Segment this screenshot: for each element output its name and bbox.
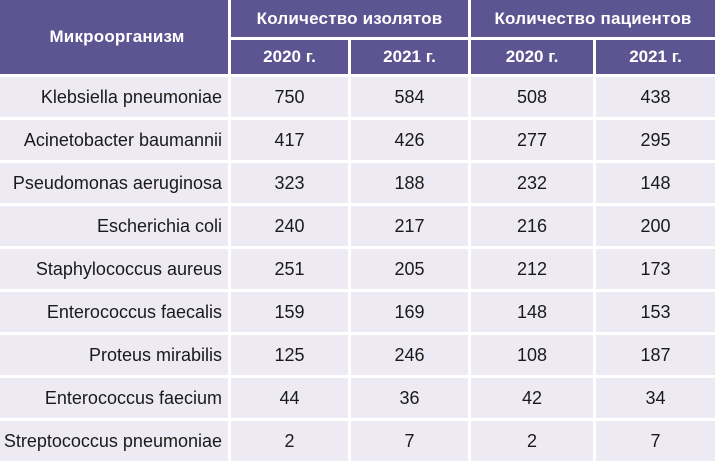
patients-2021: 438 <box>596 77 715 117</box>
organism-name: Proteus mirabilis <box>0 335 228 375</box>
patients-2021: 187 <box>596 335 715 375</box>
header-year-patients-2020: 2020 г. <box>471 40 594 74</box>
patients-2021: 34 <box>596 378 715 418</box>
header-row-years: 2020 г. 2021 г. 2020 г. 2021 г. <box>0 40 715 74</box>
organism-name: Enterococcus faecium <box>0 378 228 418</box>
isolates-2020: 323 <box>231 163 348 203</box>
isolates-2021: 584 <box>351 77 469 117</box>
patients-2021: 295 <box>596 120 715 160</box>
isolates-2021: 188 <box>351 163 469 203</box>
table-body: Klebsiella pneumoniae 750 584 508 438 Ac… <box>0 77 715 461</box>
table-header: Микроорганизм Количество изолятов Количе… <box>0 0 715 74</box>
header-organism: Микроорганизм <box>0 0 228 74</box>
organism-name: Enterococcus faecalis <box>0 292 228 332</box>
header-year-isolates-2020: 2020 г. <box>231 40 348 74</box>
isolates-2020: 44 <box>231 378 348 418</box>
table-row: Klebsiella pneumoniae 750 584 508 438 <box>0 77 715 117</box>
organism-name: Pseudomonas aeruginosa <box>0 163 228 203</box>
organism-name: Escherichia coli <box>0 206 228 246</box>
patients-2020: 232 <box>471 163 594 203</box>
table-row: Streptococcus pneumoniae 2 7 2 7 <box>0 421 715 461</box>
patients-2020: 508 <box>471 77 594 117</box>
isolates-2020: 125 <box>231 335 348 375</box>
patients-2021: 200 <box>596 206 715 246</box>
header-row-groups: Микроорганизм Количество изолятов Количе… <box>0 0 715 74</box>
patients-2021: 148 <box>596 163 715 203</box>
patients-2020: 2 <box>471 421 594 461</box>
isolates-2020: 159 <box>231 292 348 332</box>
organism-name: Acinetobacter baumannii <box>0 120 228 160</box>
patients-2020: 42 <box>471 378 594 418</box>
organism-name: Streptococcus pneumoniae <box>0 421 228 461</box>
isolates-2021: 36 <box>351 378 469 418</box>
isolates-2021: 205 <box>351 249 469 289</box>
table-row: Enterococcus faecalis 159 169 148 153 <box>0 292 715 332</box>
organism-name: Klebsiella pneumoniae <box>0 77 228 117</box>
patients-2020: 108 <box>471 335 594 375</box>
isolates-2021: 217 <box>351 206 469 246</box>
patients-2021: 173 <box>596 249 715 289</box>
header-year-patients-2021: 2021 г. <box>596 40 715 74</box>
isolates-2021: 426 <box>351 120 469 160</box>
patients-2020: 148 <box>471 292 594 332</box>
isolates-2020: 417 <box>231 120 348 160</box>
patients-2020: 277 <box>471 120 594 160</box>
header-isolates-group: Количество изолятов <box>231 0 469 37</box>
isolates-2020: 2 <box>231 421 348 461</box>
patients-2021: 7 <box>596 421 715 461</box>
isolates-2020: 251 <box>231 249 348 289</box>
table-row: Proteus mirabilis 125 246 108 187 <box>0 335 715 375</box>
isolates-2021: 7 <box>351 421 469 461</box>
isolates-2021: 246 <box>351 335 469 375</box>
table-row: Escherichia coli 240 217 216 200 <box>0 206 715 246</box>
isolates-2020: 750 <box>231 77 348 117</box>
organism-name: Staphylococcus aureus <box>0 249 228 289</box>
table-row: Acinetobacter baumannii 417 426 277 295 <box>0 120 715 160</box>
header-year-isolates-2021: 2021 г. <box>351 40 469 74</box>
patients-2021: 153 <box>596 292 715 332</box>
patients-2020: 216 <box>471 206 594 246</box>
table-row: Staphylococcus aureus 251 205 212 173 <box>0 249 715 289</box>
table-row: Enterococcus faecium 44 36 42 34 <box>0 378 715 418</box>
table-row: Pseudomonas aeruginosa 323 188 232 148 <box>0 163 715 203</box>
isolates-2021: 169 <box>351 292 469 332</box>
isolates-2020: 240 <box>231 206 348 246</box>
patients-2020: 212 <box>471 249 594 289</box>
header-patients-group: Количество пациентов <box>471 0 715 37</box>
